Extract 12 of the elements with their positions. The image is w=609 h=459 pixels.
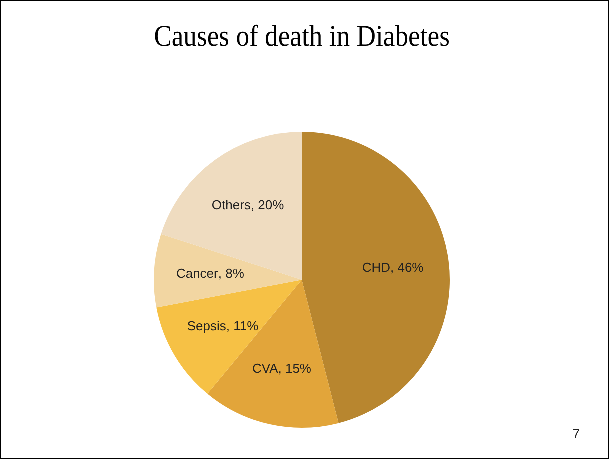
- chart-title: Causes of death in Diabetes: [154, 20, 450, 54]
- slice-label: CVA: [252, 361, 279, 376]
- data-label: , 15%: [278, 361, 312, 376]
- text: 7: [572, 426, 580, 442]
- slice-label: CHD: [362, 260, 391, 276]
- data-label: , 8%: [218, 266, 245, 281]
- data-label: , 20%: [250, 197, 285, 212]
- slice-label: Others: [212, 197, 252, 212]
- data-label: , 46%: [390, 260, 424, 276]
- slice-label: Sepsis: [187, 318, 227, 334]
- slice-label: Cancer: [176, 266, 220, 281]
- data-label: , 11%: [226, 318, 260, 334]
